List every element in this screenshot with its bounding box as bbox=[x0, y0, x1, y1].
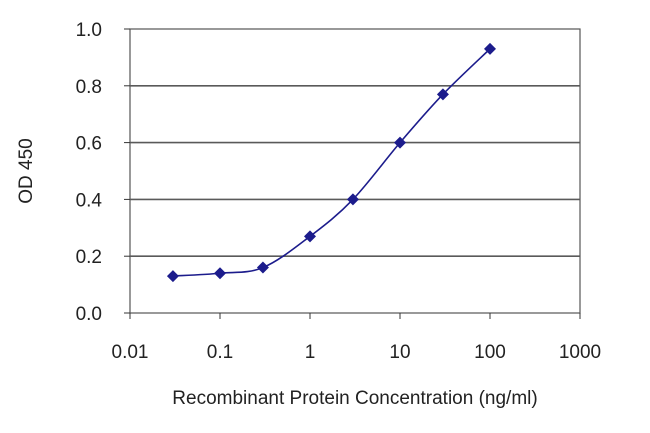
plot-area bbox=[129, 28, 581, 314]
x-tick-label: 1 bbox=[305, 342, 316, 363]
data-point bbox=[394, 136, 406, 149]
x-tick-label: 1000 bbox=[559, 342, 601, 363]
y-tick-label: 0.6 bbox=[76, 134, 102, 155]
x-tick-label: 0.01 bbox=[112, 342, 149, 363]
data-point bbox=[436, 88, 449, 101]
data-markers bbox=[166, 42, 496, 283]
data-point bbox=[256, 261, 269, 274]
data-point bbox=[214, 267, 226, 280]
y-tick-label: 0.8 bbox=[76, 77, 102, 98]
x-axis-ticks: 0.01 0.1 1 10 100 1000 bbox=[112, 313, 601, 363]
y-tick-label: 1.0 bbox=[76, 20, 102, 41]
y-axis-ticks: 0.0 0.2 0.4 0.6 0.8 1.0 bbox=[76, 20, 130, 325]
x-tick-label: 10 bbox=[389, 342, 410, 363]
data-point bbox=[166, 270, 179, 283]
data-point bbox=[484, 42, 496, 55]
x-tick-label: 100 bbox=[474, 342, 506, 363]
x-axis-label: Recombinant Protein Concentration (ng/ml… bbox=[172, 388, 537, 409]
y-tick-label: 0.2 bbox=[76, 247, 102, 268]
y-tick-label: 0.4 bbox=[76, 190, 103, 211]
data-point bbox=[304, 230, 316, 243]
grid-lines bbox=[130, 85, 580, 258]
y-axis-label: OD 450 bbox=[16, 138, 37, 203]
x-tick-label: 0.1 bbox=[207, 342, 233, 363]
data-point bbox=[346, 193, 359, 206]
y-tick-label: 0.0 bbox=[76, 304, 102, 325]
